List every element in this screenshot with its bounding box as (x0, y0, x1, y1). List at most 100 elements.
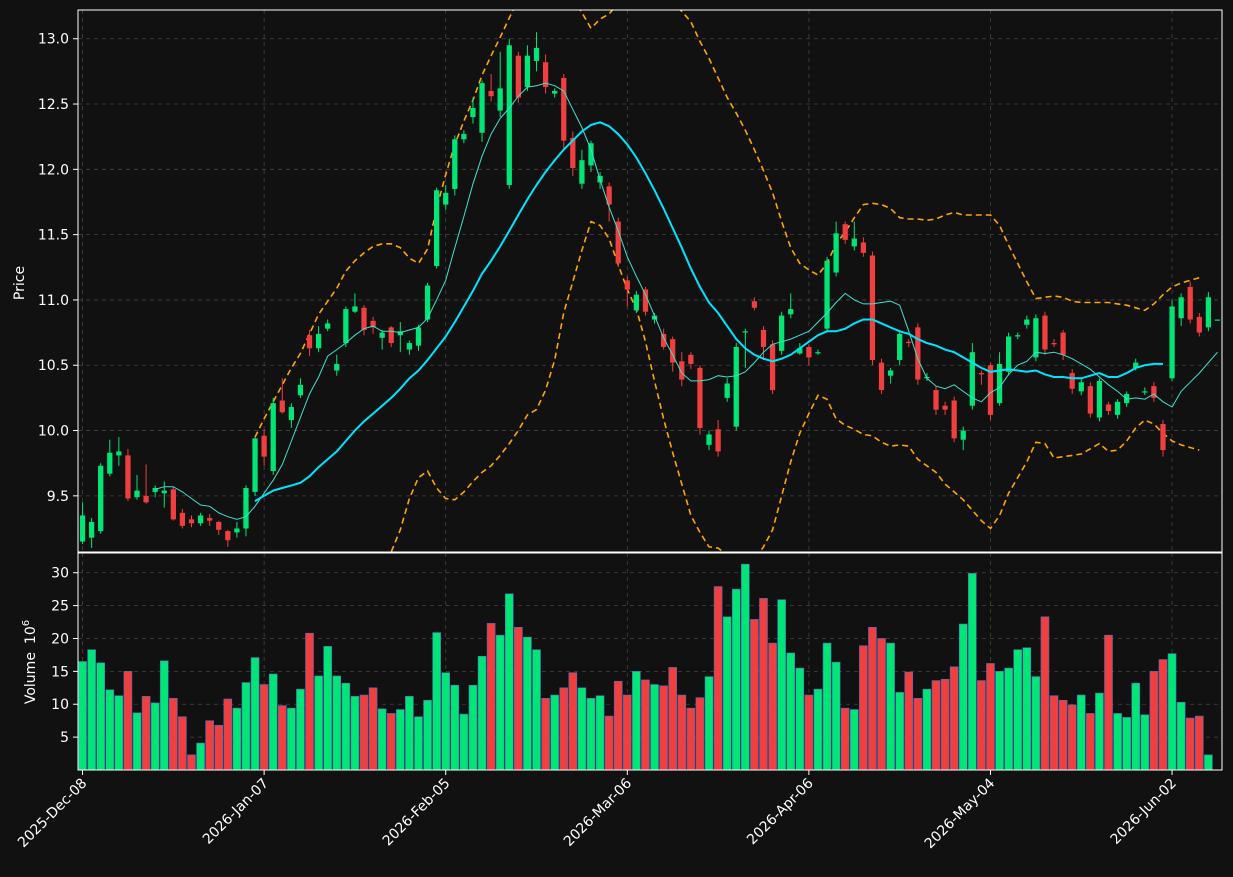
volume-bar (1140, 714, 1150, 770)
volume-bar (1185, 717, 1195, 770)
candle (452, 135, 458, 196)
volume-bar (550, 694, 559, 770)
candle (325, 319, 331, 332)
volume-bar (613, 680, 623, 770)
price-grid (78, 10, 1222, 552)
volume-tick-label: 30 (51, 566, 69, 582)
volume-bar (414, 716, 423, 770)
volume-bar (78, 661, 87, 770)
candle-body (1133, 362, 1139, 368)
candle-body (98, 465, 104, 532)
volume-bar (432, 632, 441, 770)
candle-body (724, 383, 730, 398)
candle (1078, 378, 1084, 396)
candle-body (679, 361, 685, 380)
volume-bar (523, 636, 532, 770)
candle (724, 378, 730, 402)
candle-body (606, 186, 612, 205)
candle (615, 217, 621, 268)
candle-body (325, 323, 331, 329)
candle-body (1096, 380, 1103, 418)
candle (397, 322, 403, 353)
candle-body (88, 521, 95, 538)
volume-bar (277, 705, 287, 770)
candle (824, 256, 830, 333)
volume-bar (423, 699, 432, 770)
candle-body (1060, 332, 1066, 355)
candle-body (897, 333, 903, 361)
candle-body (869, 255, 876, 361)
candle-body (715, 429, 721, 452)
candle-body (1205, 297, 1212, 328)
volume-bar (187, 754, 196, 770)
candle-body (670, 339, 676, 363)
candle (851, 221, 857, 251)
candle-body (1178, 297, 1184, 319)
candle-body (878, 362, 885, 391)
volume-tick-label: 20 (51, 631, 69, 647)
candle-body (179, 512, 186, 526)
candle (297, 378, 304, 398)
volume-bar (750, 619, 759, 770)
candle-body (1160, 424, 1166, 451)
candle (261, 429, 267, 466)
upper-band (254, 10, 1200, 438)
volume-bar (459, 713, 469, 770)
candle (1087, 382, 1093, 418)
candle (207, 514, 213, 526)
candle-body (424, 285, 431, 320)
candle (197, 512, 204, 526)
price-tick-label: 12.5 (38, 97, 69, 113)
candle (1196, 312, 1202, 337)
candle-body (497, 88, 503, 111)
candle (842, 221, 848, 244)
candle-body (842, 224, 848, 240)
candle (1187, 281, 1193, 324)
candle-body (415, 327, 422, 346)
candle-body (588, 143, 594, 166)
candle (969, 343, 975, 410)
slow-moving-average (254, 121, 1163, 502)
candle-body (851, 238, 857, 247)
candle-body (488, 90, 494, 97)
lower-band (390, 220, 1200, 552)
candle (996, 352, 1003, 406)
candle-body (1151, 386, 1157, 398)
candle-body (470, 107, 476, 118)
candle (806, 344, 812, 366)
volume-bar (1022, 647, 1032, 770)
volume-bar (777, 599, 786, 770)
candle (479, 80, 485, 142)
candle-body (933, 390, 939, 410)
candle-body (1015, 335, 1021, 337)
volume-bar (105, 689, 115, 770)
volume-bar (441, 672, 451, 770)
candle (978, 370, 985, 385)
volume-bar (332, 675, 342, 770)
volume-bar (949, 666, 959, 770)
candle (125, 448, 131, 502)
volume-bar (795, 667, 805, 770)
candle-body (134, 490, 140, 498)
price-tick-label: 11.0 (38, 293, 69, 309)
candle (488, 73, 494, 102)
volume-bar (895, 692, 904, 770)
candle-body (443, 192, 449, 205)
candle-body (987, 365, 994, 415)
candle-body (806, 346, 812, 358)
candle (715, 420, 721, 457)
volume-bar (468, 684, 478, 770)
candle (279, 378, 285, 414)
candle (1178, 293, 1184, 327)
candle-body (506, 45, 512, 186)
candle-body (697, 367, 703, 428)
candle-body (633, 294, 640, 311)
candle (334, 354, 340, 376)
volume-bar (1158, 659, 1168, 770)
candle-body (570, 137, 576, 169)
candle (751, 297, 758, 311)
candle-body (306, 335, 313, 349)
candle (1205, 292, 1212, 332)
candle (1033, 314, 1039, 362)
volume-bar (1086, 713, 1095, 770)
